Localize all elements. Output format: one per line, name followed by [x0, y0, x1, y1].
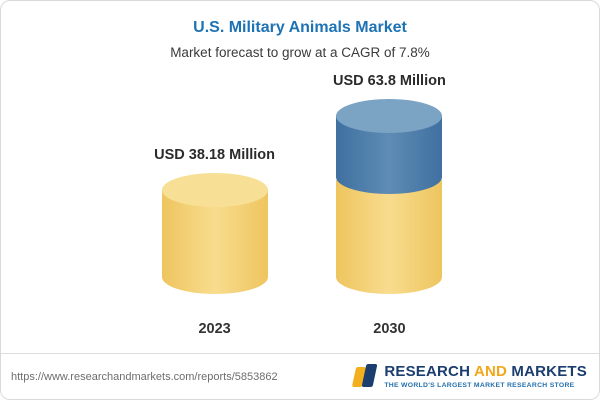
chart-header: U.S. Military Animals Market Market fore…: [1, 1, 599, 60]
research-and-markets-logo[interactable]: RESEARCH AND MARKETS THE WORLD'S LARGEST…: [352, 363, 587, 390]
logo-text: RESEARCH AND MARKETS THE WORLD'S LARGEST…: [384, 364, 587, 389]
logo-word-markets: MARKETS: [511, 363, 587, 381]
year-label-2023: 2023: [198, 321, 231, 337]
bar-group-2030: USD 63.8 Million 2030: [333, 73, 446, 349]
logo-word-and: AND: [473, 363, 508, 381]
chart-subtitle: Market forecast to grow at a CAGR of 7.8…: [170, 45, 430, 60]
year-label-2030: 2030: [373, 321, 406, 337]
cylinder-top-ellipse: [161, 173, 268, 207]
cylinder-2030: [336, 99, 443, 311]
bar-group-2023: USD 38.18 Million 2023: [154, 147, 275, 349]
logo-word-research: RESEARCH: [384, 363, 471, 381]
cylinder-2023: [161, 173, 268, 311]
footer: https://www.researchandmarkets.com/repor…: [1, 353, 599, 399]
value-label-2023: USD 38.18 Million: [154, 147, 276, 163]
logo-mark-icon: [352, 363, 378, 390]
value-label-2030: USD 63.8 Million: [333, 73, 446, 89]
cylinder-segment-yellow: [336, 180, 443, 294]
cylinder-body-yellow: [161, 190, 268, 294]
logo-tagline: THE WORLD'S LARGEST MARKET RESEARCH STOR…: [384, 381, 575, 389]
cylinder-top-ellipse: [336, 99, 443, 133]
bar-chart: USD 38.18 Million 2023 USD 63.8 Million …: [1, 60, 599, 353]
report-url-link[interactable]: https://www.researchandmarkets.com/repor…: [11, 370, 278, 383]
chart-title: U.S. Military Animals Market: [193, 19, 407, 36]
